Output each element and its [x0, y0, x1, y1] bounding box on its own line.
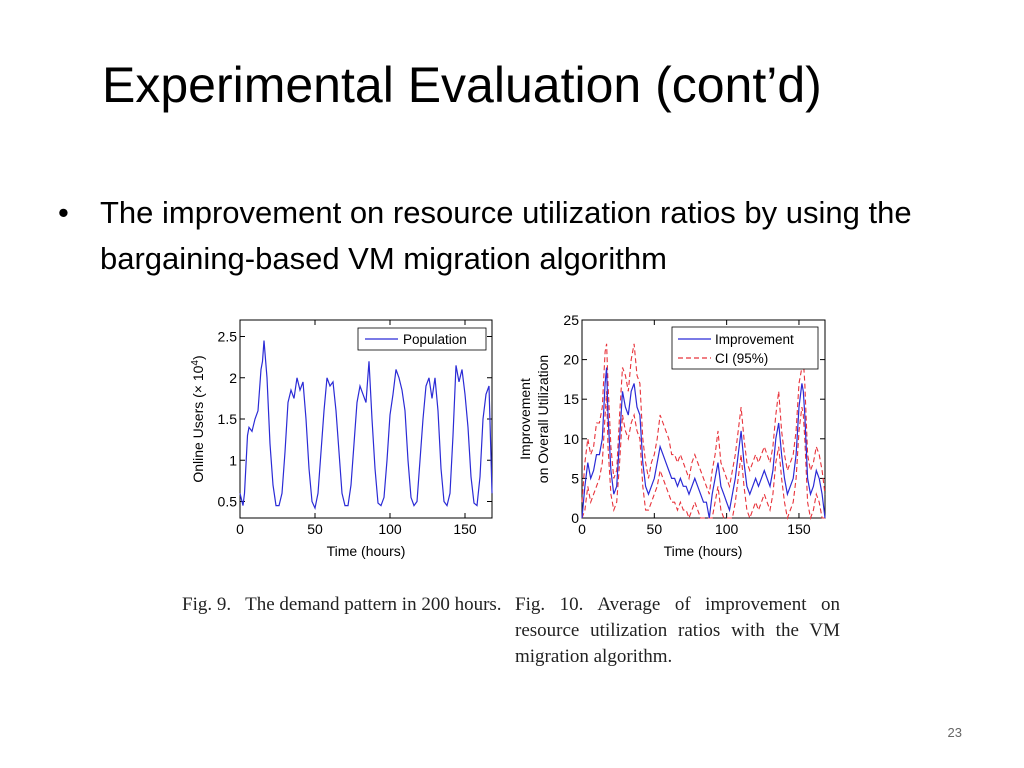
legend-box [671, 326, 819, 370]
x-tick-label: 100 [715, 521, 739, 537]
x-tick-label: 50 [307, 521, 323, 537]
x-tick-label: 150 [453, 521, 477, 537]
x-tick-label: 150 [787, 521, 811, 537]
y-tick-label: 25 [563, 312, 579, 328]
y-tick-label: 1.5 [218, 411, 238, 427]
x-tick-label: 0 [578, 521, 586, 537]
x-tick-label: 50 [647, 521, 663, 537]
x-axis-label: Time (hours) [664, 543, 743, 559]
legend: Population [357, 327, 487, 351]
y-tick-label: 2.5 [218, 329, 238, 345]
x-axis-label: Time (hours) [327, 543, 406, 559]
figure-10-number: Fig. 10. [515, 594, 584, 615]
figure-9-text: The demand pattern in 200 hours. [245, 594, 502, 615]
x-tick-label: 0 [236, 521, 244, 537]
figure-9-chart: 0 50 100 150 0.5 1 1.5 2 2.5 Time (hours) Online… [190, 319, 493, 559]
ci-lower-line [581, 391, 825, 521]
y-tick-label: 0.5 [218, 494, 238, 510]
y-tick-label: 0 [571, 510, 579, 526]
y-axis-label-line2: on Overall Utilization [535, 355, 551, 483]
figure-10-chart: 0 50 100 150 0 5 10 15 20 25 Time (hours) Improve… [517, 312, 826, 559]
y-axis-label: Online Users (× 104) [190, 355, 206, 482]
bullet-text: The improvement on resource utilization … [100, 195, 912, 276]
ci-upper-line [581, 343, 826, 503]
legend: Improvement CI (95%) [671, 326, 819, 370]
y-tick-label: 10 [563, 431, 579, 447]
figure-10-caption: Fig. 10. Average of improvement on resour… [515, 592, 840, 670]
legend-label-population: Population [403, 332, 467, 347]
y-tick-label: 2 [229, 370, 237, 386]
legend-label-improvement: Improvement [715, 332, 794, 347]
improvement-line [581, 367, 826, 519]
y-tick-label: 20 [563, 352, 579, 368]
figure-9-number: Fig. 9. [182, 594, 232, 615]
population-line [239, 340, 493, 511]
legend-label-ci: CI (95%) [715, 351, 768, 366]
slide-title: Experimental Evaluation (cont’d) [102, 57, 822, 113]
page-number: 23 [947, 725, 962, 740]
y-tick-label: 15 [563, 391, 579, 407]
figure-10-text: Average of improvement on resource utili… [515, 594, 840, 667]
y-axis-label-line1: Improvement [517, 378, 533, 460]
legend-box [357, 327, 487, 351]
y-tick-label: 1 [229, 452, 237, 468]
figure-9-caption: Fig. 9. The demand pattern in 200 hours. [182, 592, 507, 618]
bullet-icon: • [58, 195, 69, 230]
x-tick-label: 100 [378, 521, 402, 537]
y-tick-label: 5 [571, 470, 579, 486]
